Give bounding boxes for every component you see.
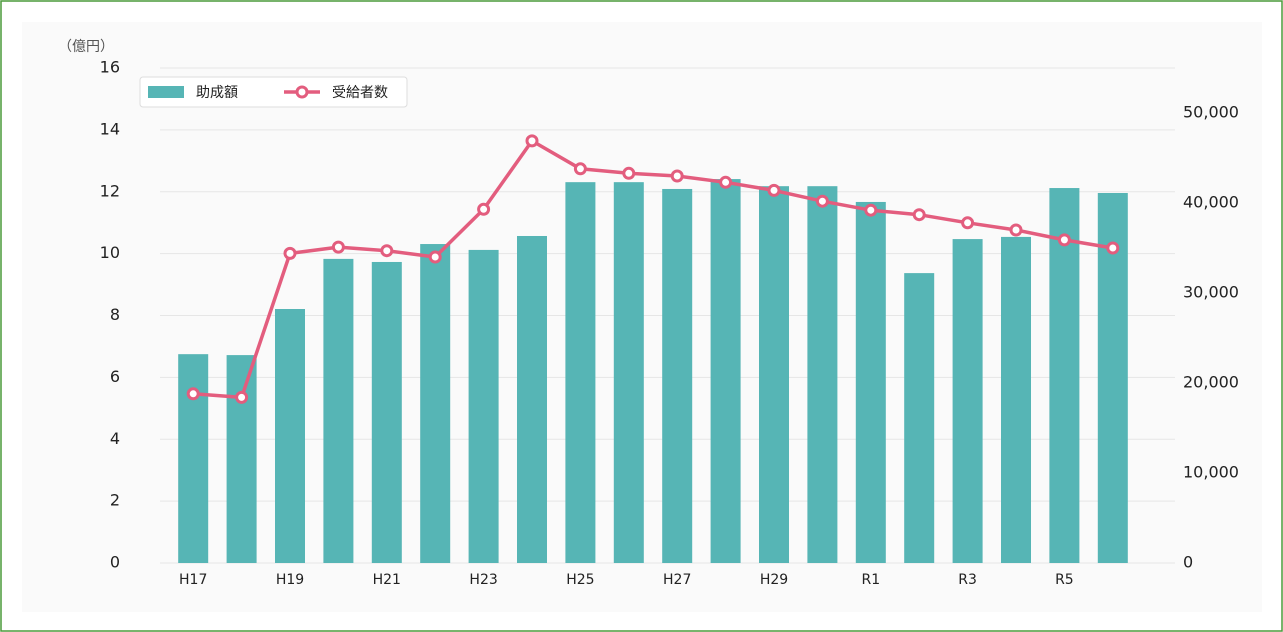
point (1009, 223, 1023, 237)
bar (178, 354, 209, 563)
point (525, 134, 539, 148)
bar (371, 261, 402, 563)
point (283, 246, 297, 260)
bar (226, 355, 257, 563)
bar (565, 182, 596, 564)
y2-tick-label: 40,000 (1183, 193, 1239, 212)
y-tick-label: 2 (110, 491, 120, 510)
bar (420, 244, 451, 564)
y-tick-label: 8 (110, 305, 120, 324)
bar (855, 201, 886, 563)
point (428, 250, 442, 264)
point (186, 387, 200, 401)
x-tick-label: H29 (760, 572, 788, 588)
bar (1049, 188, 1080, 563)
x-tick-label: R3 (958, 572, 977, 588)
legend-swatch (295, 85, 309, 99)
y2-tick-label: 20,000 (1183, 373, 1239, 392)
y-tick-label: 16 (100, 58, 120, 77)
bar (1097, 192, 1128, 564)
bar (904, 273, 935, 563)
legend-swatch (148, 86, 184, 98)
bar (710, 179, 741, 564)
point (331, 240, 345, 254)
point (864, 203, 878, 217)
bar (807, 186, 838, 563)
line (193, 139, 1114, 400)
x-tick-label: H17 (179, 572, 207, 588)
y-tick-label: 4 (110, 429, 120, 448)
point (235, 390, 249, 404)
y2-tick-label: 50,000 (1183, 103, 1239, 122)
bar (613, 182, 644, 564)
x-tick-label: H23 (469, 572, 497, 588)
point (815, 194, 829, 208)
point (573, 162, 587, 176)
legend-label: 助成額 (196, 85, 238, 101)
x-tick-label: H21 (373, 572, 401, 588)
point (477, 202, 491, 216)
point (1057, 233, 1071, 247)
y-tick-label: 14 (100, 119, 120, 138)
point (380, 244, 394, 258)
point (961, 216, 975, 230)
y2-tick-label: 30,000 (1183, 283, 1239, 302)
bar (517, 235, 547, 563)
point (670, 169, 684, 183)
point (719, 175, 733, 189)
bar (662, 188, 693, 563)
bar (952, 239, 983, 563)
bar (275, 309, 305, 563)
legend-box (139, 76, 408, 108)
y-tick-label: 12 (100, 181, 120, 200)
y-tick-label: 10 (100, 243, 120, 262)
legend-label: 受給者数 (332, 85, 388, 101)
bar (323, 258, 354, 563)
x-tick-label: H27 (663, 572, 691, 588)
bar (759, 186, 789, 563)
y2-tick-label: 10,000 (1183, 463, 1239, 482)
x-tick-label: H19 (276, 572, 304, 588)
point (767, 183, 781, 197)
y-axis-title: （億円） (58, 39, 114, 55)
y2-tick-label: 0 (1183, 553, 1193, 572)
x-tick-label: R1 (861, 572, 880, 588)
bar (468, 249, 499, 563)
x-tick-label: H25 (566, 572, 594, 588)
y-tick-label: 6 (110, 367, 120, 386)
point (912, 208, 926, 222)
y-tick-label: 0 (110, 553, 120, 572)
point (1106, 241, 1120, 255)
point (622, 166, 636, 180)
bar (1001, 236, 1031, 563)
x-tick-label: R5 (1055, 572, 1074, 588)
